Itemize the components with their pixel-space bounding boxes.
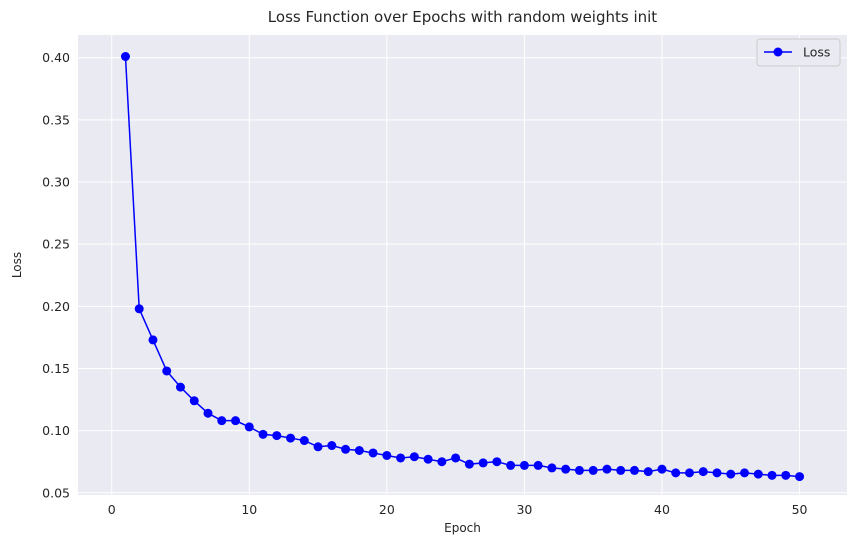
data-point	[341, 444, 351, 454]
data-point	[258, 429, 268, 439]
data-point	[327, 441, 337, 451]
data-point	[437, 457, 447, 467]
data-point	[134, 304, 144, 314]
data-point	[657, 464, 667, 474]
tick-labels: 0 10 20 30 40 50 0.05 0.10 0.15 0.20 0.25 0.30 0.35 0…	[42, 50, 807, 517]
data-point	[698, 467, 708, 477]
data-point	[368, 448, 378, 458]
data-point	[781, 470, 791, 480]
data-point	[767, 470, 777, 480]
x-tick-label: 30	[516, 502, 532, 517]
grid	[78, 35, 847, 495]
data-point	[629, 465, 639, 475]
data-point	[231, 416, 241, 426]
series-loss	[120, 52, 805, 482]
data-point	[643, 467, 653, 477]
data-point	[740, 468, 750, 478]
data-point	[203, 408, 213, 418]
data-point	[217, 416, 227, 426]
y-tick-label: 0.15	[42, 361, 70, 376]
x-axis-label: Epoch	[444, 521, 481, 535]
data-point	[574, 465, 584, 475]
y-tick-label: 0.20	[42, 299, 70, 314]
x-tick-label: 0	[108, 502, 116, 517]
data-point	[423, 454, 433, 464]
data-point	[726, 469, 736, 479]
legend-label-loss: Loss	[803, 45, 830, 60]
data-point	[712, 468, 722, 478]
x-tick-label: 40	[654, 502, 670, 517]
data-point	[299, 436, 309, 446]
plot-area	[78, 35, 847, 495]
data-point	[313, 442, 323, 452]
data-point	[602, 464, 612, 474]
legend-marker-sample	[773, 47, 783, 57]
y-tick-label: 0.05	[42, 485, 70, 500]
data-point	[588, 465, 598, 475]
data-point	[451, 453, 461, 463]
data-point	[148, 335, 158, 345]
data-point	[354, 446, 364, 455]
data-point	[561, 464, 571, 474]
data-point	[409, 452, 419, 462]
x-tick-label: 20	[379, 502, 395, 517]
y-axis-label: Loss	[10, 252, 24, 278]
data-point	[244, 422, 254, 432]
data-point	[795, 472, 805, 482]
data-point	[464, 459, 474, 469]
data-point	[492, 457, 502, 467]
data-point	[684, 468, 694, 478]
data-point	[175, 382, 185, 392]
data-point	[162, 366, 172, 376]
y-tick-label: 0.40	[42, 50, 70, 65]
legend: Loss	[756, 38, 841, 67]
data-point	[671, 468, 681, 478]
data-point	[120, 52, 130, 61]
data-point	[272, 431, 282, 441]
y-tick-label: 0.30	[42, 175, 70, 190]
data-point	[286, 433, 296, 443]
y-tick-label: 0.35	[42, 112, 70, 127]
data-point	[478, 458, 488, 468]
data-point	[382, 450, 392, 460]
data-point	[189, 396, 199, 406]
data-point	[519, 460, 529, 470]
data-point	[616, 465, 626, 475]
data-point	[533, 460, 543, 470]
data-point	[753, 469, 763, 479]
data-point	[506, 460, 516, 470]
chart-title: Loss Function over Epochs with random we…	[268, 8, 658, 26]
data-point	[547, 463, 557, 473]
x-tick-label: 10	[241, 502, 257, 517]
data-point	[396, 453, 406, 463]
y-tick-label: 0.10	[42, 423, 70, 438]
y-tick-label: 0.25	[42, 237, 70, 252]
x-tick-label: 50	[792, 502, 808, 517]
legend-box	[756, 38, 841, 67]
